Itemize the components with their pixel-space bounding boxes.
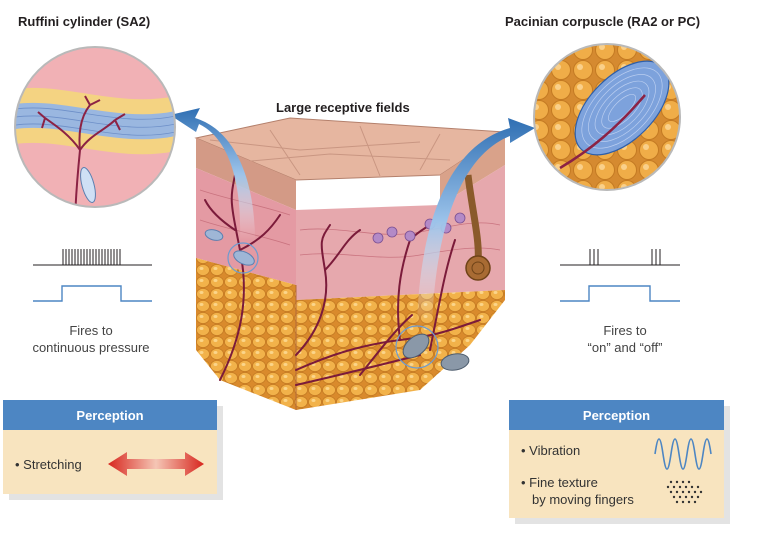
double-arrow-icon xyxy=(108,452,204,476)
curved-arrow-icon xyxy=(170,108,535,325)
moving-fingers-label: by moving fingers xyxy=(532,492,634,507)
pacinian-title: Pacinian corpuscle (RA2 or PC) xyxy=(505,14,701,29)
pacinian-perception-item-texture: • Fine texture by moving fingers xyxy=(521,475,634,507)
vibration-label: Vibration xyxy=(529,443,581,458)
ruffini-caption: Fires to continuous pressure xyxy=(16,322,166,356)
ruffini-perception-header: Perception xyxy=(3,400,217,430)
pacinian-stimulus-trace xyxy=(560,285,680,302)
pacinian-caption: Fires to “on” and “off” xyxy=(550,322,700,356)
sine-wave-icon xyxy=(654,438,712,470)
pacinian-caption-line1: Fires to xyxy=(603,323,647,338)
ruffini-caption-line2: continuous pressure xyxy=(32,340,150,355)
ruffini-perception-item: • Stretching xyxy=(15,457,82,472)
pacinian-perception-item-vibration: • Vibration xyxy=(521,443,581,458)
pacinian-perception-box: Perception • Vibration • Fine texture by… xyxy=(509,400,730,524)
pacinian-spike-train xyxy=(560,249,680,266)
ruffini-spike-train xyxy=(33,249,152,266)
ruffini-perception-box: Perception • Stretching xyxy=(3,400,223,500)
ruffini-title: Ruffini cylinder (SA2) xyxy=(18,14,151,29)
pacinian-perception-header: Perception xyxy=(509,400,724,430)
ruffini-stimulus-trace xyxy=(33,285,152,302)
pacinian-caption-line2: “on” and “off” xyxy=(587,340,663,355)
ruffini-caption-line1: Fires to xyxy=(69,323,113,338)
dot-texture-icon xyxy=(666,480,703,504)
stretching-label: Stretching xyxy=(23,457,82,472)
receptive-fields-title: Large receptive fields xyxy=(276,100,410,115)
fine-texture-label: Fine texture xyxy=(529,475,598,490)
